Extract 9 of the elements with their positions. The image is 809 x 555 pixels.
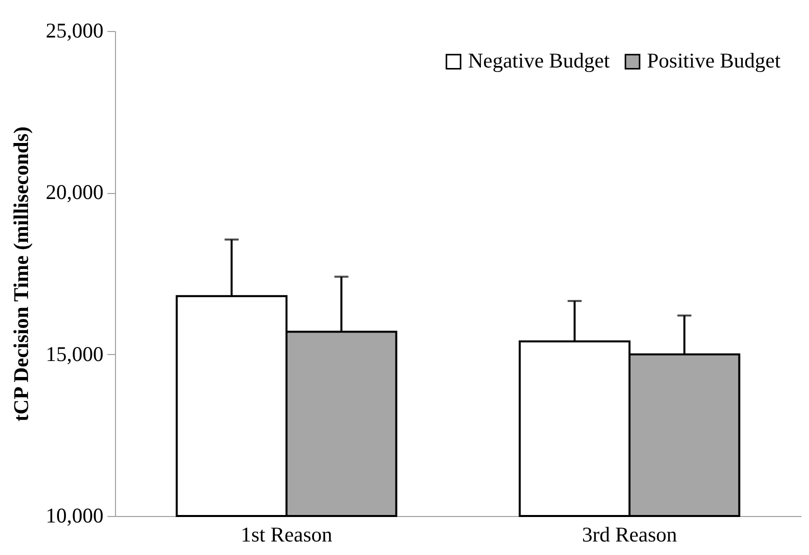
y-tick-label: 10,000 bbox=[46, 504, 104, 528]
y-axis-title: tCP Decision Time (milliseconds) bbox=[8, 126, 33, 422]
x-tick-label: 1st Reason bbox=[240, 522, 333, 546]
x-tick-label: 3rd Reason bbox=[582, 522, 678, 546]
legend-label: Positive Budget bbox=[647, 48, 781, 73]
legend-label: Negative Budget bbox=[468, 48, 610, 73]
y-tick-label: 20,000 bbox=[46, 180, 104, 204]
y-tick-label: 15,000 bbox=[46, 342, 104, 366]
y-tick-label: 25,000 bbox=[46, 18, 104, 42]
